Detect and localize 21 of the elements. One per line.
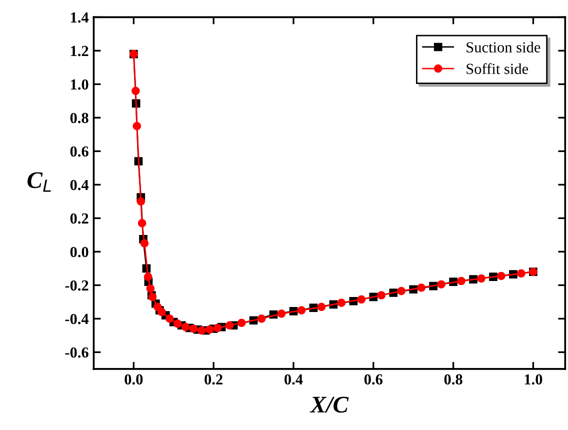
legend-label: Soffit side: [466, 63, 528, 74]
y-tick-label: -0.4: [65, 314, 89, 324]
y-tick-label: 0.2: [70, 213, 88, 224]
x-axis-title: X/C: [310, 396, 349, 413]
y-tick-label: 0.6: [70, 146, 88, 157]
y-tick-label: 0.0: [70, 246, 88, 258]
y-tick-label: 0.8: [70, 112, 88, 124]
x-tick-label: 0.2: [204, 374, 222, 385]
x-tick-label: 0.0: [124, 374, 143, 385]
x-tick-label: 0.4: [284, 374, 303, 385]
y-tick-label: -0.6: [65, 347, 88, 358]
y-tick-label: 1.0: [70, 79, 88, 90]
legend-label: Suction side: [466, 42, 540, 52]
x-tick-label: 0.6: [364, 374, 382, 385]
y-tick-label: 0.4: [70, 180, 89, 190]
y-tick-label: 1.4: [70, 12, 89, 23]
y-tick-label: -0.2: [65, 280, 88, 291]
y-axis-title: C$_{L}$: [27, 172, 51, 192]
x-tick-label: 1.0: [524, 374, 542, 385]
x-tick-label: 0.8: [444, 374, 462, 385]
y-tick-label: 1.2: [70, 46, 88, 56]
